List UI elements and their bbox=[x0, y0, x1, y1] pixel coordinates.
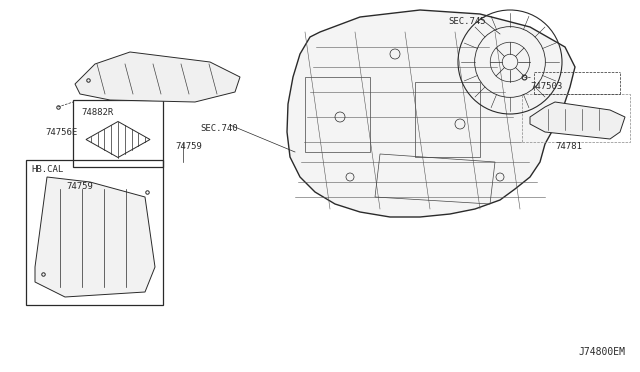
Text: 74759: 74759 bbox=[66, 182, 93, 191]
Text: SEC.740: SEC.740 bbox=[200, 124, 237, 133]
Bar bbox=[73, 100, 163, 167]
Text: 74756E: 74756E bbox=[45, 128, 77, 137]
Polygon shape bbox=[287, 10, 575, 217]
Bar bbox=[305, 77, 370, 152]
Text: 74759: 74759 bbox=[175, 142, 202, 151]
Text: 74781: 74781 bbox=[555, 142, 582, 151]
Polygon shape bbox=[530, 102, 625, 139]
Text: 74882R: 74882R bbox=[81, 108, 113, 117]
Text: HB.CAL: HB.CAL bbox=[31, 165, 63, 174]
Bar bbox=[26, 160, 163, 305]
Text: SEC.745: SEC.745 bbox=[448, 17, 486, 26]
Text: 747503: 747503 bbox=[530, 82, 563, 91]
Polygon shape bbox=[35, 177, 155, 297]
Text: J74800EM: J74800EM bbox=[578, 347, 625, 357]
Bar bbox=[522, 94, 630, 142]
Bar bbox=[415, 82, 480, 157]
Polygon shape bbox=[75, 52, 240, 102]
